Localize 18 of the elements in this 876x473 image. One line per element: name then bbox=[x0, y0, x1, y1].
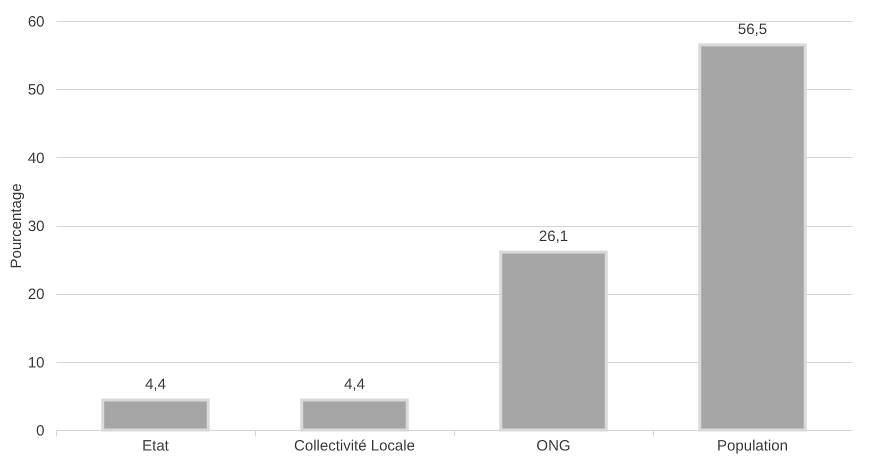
y-tick-label: 40 bbox=[28, 150, 44, 167]
y-tick-label: 20 bbox=[28, 286, 44, 304]
data-label: 56,5 bbox=[738, 20, 768, 38]
y-tick-label: 60 bbox=[28, 14, 44, 30]
x-tick-label: Etat bbox=[142, 438, 170, 454]
x-tick-label: ONG bbox=[536, 438, 571, 454]
data-label: 4,4 bbox=[344, 376, 365, 394]
y-tick-label: 50 bbox=[28, 82, 44, 99]
y-tick-label: 30 bbox=[28, 218, 44, 235]
data-label: 4,4 bbox=[145, 376, 166, 394]
bar bbox=[101, 398, 210, 432]
data-label: 26,1 bbox=[538, 228, 568, 246]
y-tick-label: 0 bbox=[36, 422, 44, 440]
x-tick-label: Collectivité Locale bbox=[294, 438, 415, 454]
bar bbox=[300, 398, 409, 432]
x-tick-label: Population bbox=[717, 438, 788, 454]
y-axis-title: Pourcentage bbox=[8, 183, 25, 269]
y-tick-label: 10 bbox=[28, 354, 44, 372]
